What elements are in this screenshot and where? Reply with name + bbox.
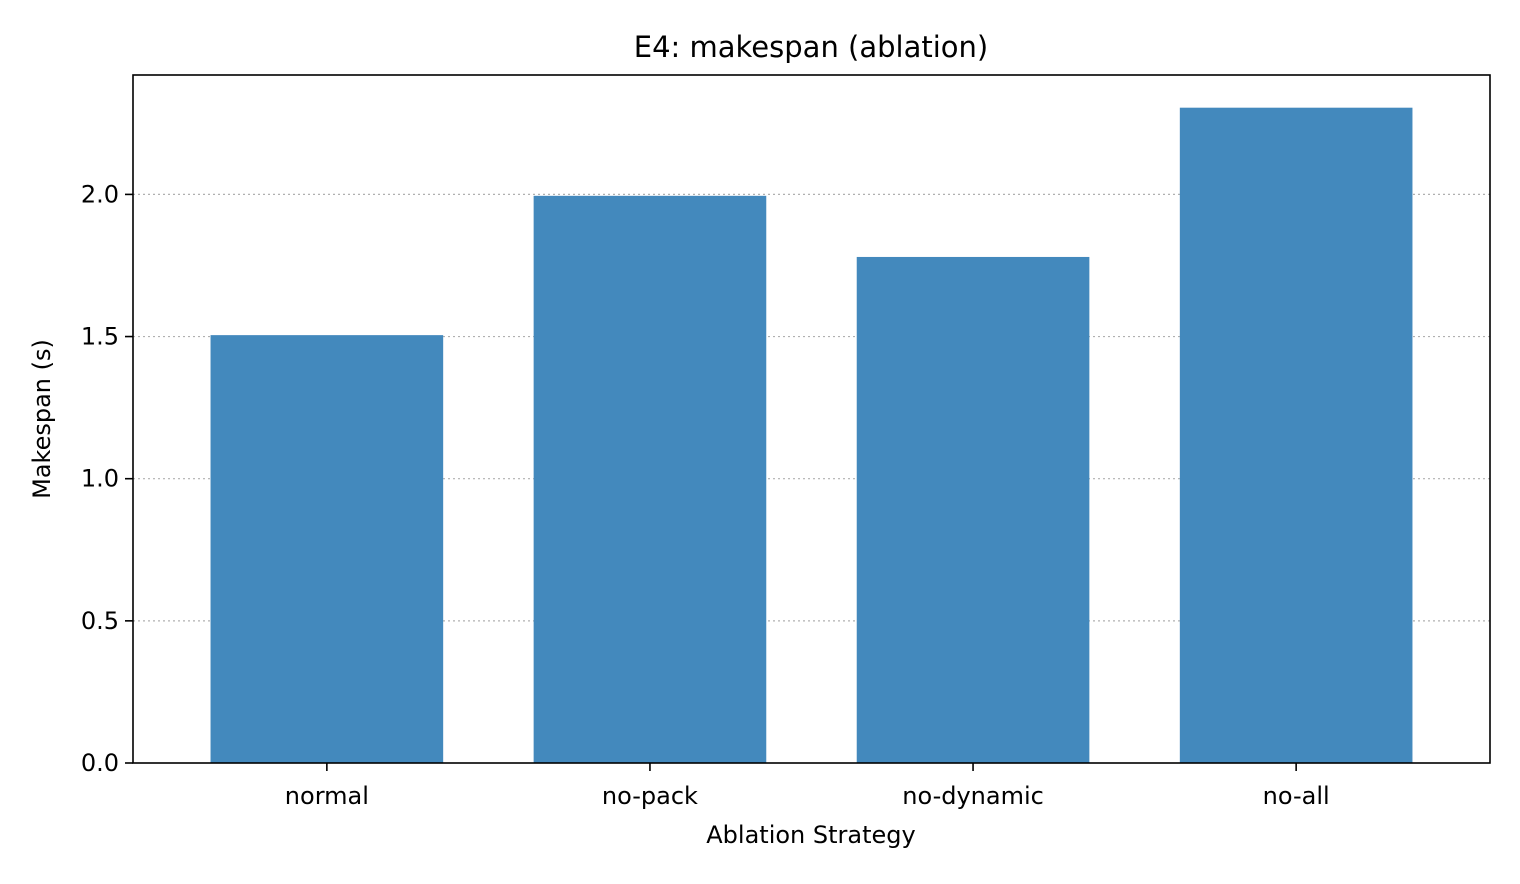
y-tick-label: 0.0: [81, 749, 119, 777]
y-axis-label: Makespan (s): [28, 339, 56, 499]
y-tick-label: 1.5: [81, 323, 119, 351]
bar-normal: [210, 335, 444, 763]
chart-title: E4: makespan (ablation): [634, 30, 988, 64]
y-tick-label: 0.5: [81, 607, 119, 635]
bar-no-pack: [533, 195, 767, 764]
y-axis-ticks: 0.0 0.5 1.0 1.5 2.0: [81, 180, 133, 777]
bar-no-all: [1179, 107, 1413, 763]
bar-no-dynamic: [856, 256, 1090, 763]
bars: [210, 107, 1413, 764]
plot-frame: [132, 74, 1491, 764]
x-tick-label: no-dynamic: [902, 782, 1044, 810]
y-tick-label: 1.0: [81, 465, 119, 493]
x-tick-label: normal: [285, 782, 369, 810]
x-axis-label: Ablation Strategy: [706, 821, 915, 849]
x-tick-label: no-pack: [602, 782, 698, 810]
x-tick-label: no-all: [1263, 782, 1330, 810]
x-axis-ticks: normal no-pack no-dynamic no-all: [285, 763, 1330, 810]
y-tick-label: 2.0: [81, 180, 119, 208]
